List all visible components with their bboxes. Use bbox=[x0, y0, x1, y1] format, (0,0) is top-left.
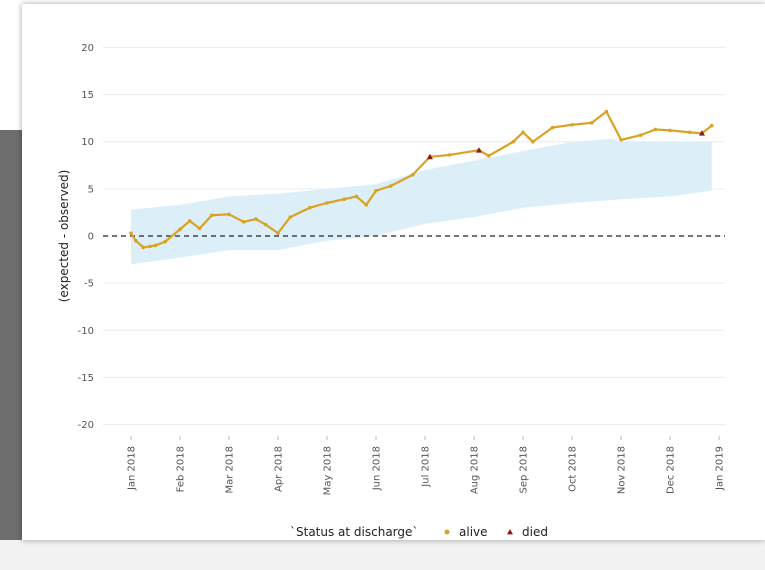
point bbox=[364, 203, 369, 207]
point bbox=[288, 215, 293, 219]
point bbox=[342, 197, 346, 202]
point bbox=[687, 130, 692, 135]
legend-swatch bbox=[507, 529, 513, 535]
y-tick-label: 0 bbox=[88, 232, 94, 243]
x-tick-label: May 2018 bbox=[322, 446, 333, 495]
legend-title: `Status at discharge` bbox=[290, 525, 418, 539]
point bbox=[638, 133, 643, 137]
y-tick-label: 10 bbox=[81, 137, 94, 148]
point bbox=[129, 231, 133, 235]
chart-card: (expected - observed) -20 -15 -10 -5 0 5 10 15 2… bbox=[22, 4, 765, 540]
point bbox=[276, 231, 280, 235]
point bbox=[709, 123, 714, 128]
point bbox=[210, 213, 214, 218]
control-band bbox=[130, 138, 712, 265]
x-tick-label: Jul 2018 bbox=[421, 446, 432, 488]
point bbox=[589, 121, 594, 125]
died-marker bbox=[698, 130, 705, 136]
x-tick-label: Aug 2018 bbox=[470, 446, 481, 494]
point bbox=[570, 122, 574, 127]
died-marker bbox=[475, 147, 482, 153]
legend-swatch bbox=[444, 529, 450, 535]
point bbox=[531, 139, 535, 144]
y-tick-label: 5 bbox=[88, 184, 94, 195]
legend-label: alive bbox=[459, 525, 488, 539]
point bbox=[511, 139, 516, 144]
point bbox=[354, 194, 359, 199]
point bbox=[653, 127, 658, 132]
x-tick-label: Dec 2018 bbox=[666, 446, 677, 494]
point bbox=[325, 201, 329, 205]
y-tick-label: 20 bbox=[81, 43, 94, 54]
point bbox=[374, 188, 378, 193]
point bbox=[254, 217, 258, 221]
x-tick-label: Mar 2018 bbox=[224, 446, 235, 494]
point bbox=[604, 109, 609, 114]
x-tick-label: Oct 2018 bbox=[568, 446, 579, 492]
point bbox=[148, 244, 152, 249]
point bbox=[668, 128, 672, 133]
x-tick-label: Jun 2018 bbox=[372, 446, 383, 491]
x-tick-label: Feb 2018 bbox=[175, 446, 186, 492]
chart: (expected - observed) -20 -15 -10 -5 0 5 10 15 2… bbox=[57, 43, 726, 539]
x-tick-label: Jan 2019 bbox=[715, 446, 726, 491]
point bbox=[486, 154, 491, 158]
point bbox=[178, 227, 182, 232]
point bbox=[521, 130, 525, 135]
point bbox=[388, 184, 393, 188]
footer-strip bbox=[0, 540, 765, 570]
legend-label: died bbox=[522, 525, 548, 539]
point bbox=[410, 172, 415, 177]
x-tick-label: Apr 2018 bbox=[273, 446, 284, 492]
point bbox=[263, 222, 268, 227]
y-tick-label: -5 bbox=[84, 279, 94, 290]
point bbox=[227, 212, 231, 217]
y-tick-label: -15 bbox=[78, 373, 94, 384]
point bbox=[134, 238, 138, 243]
y-axis-label: (expected - observed) bbox=[57, 170, 71, 303]
x-tick-label: Sep 2018 bbox=[519, 446, 530, 493]
died-marker bbox=[426, 153, 433, 160]
point bbox=[447, 153, 452, 157]
point bbox=[163, 239, 168, 244]
y-tick-label: -10 bbox=[78, 326, 94, 337]
background-panel bbox=[0, 130, 22, 570]
point bbox=[197, 226, 202, 231]
y-tick-label: -20 bbox=[78, 420, 94, 431]
x-tick-label: Nov 2018 bbox=[617, 446, 628, 494]
point bbox=[153, 243, 158, 248]
x-tick-label: Jan 2018 bbox=[126, 446, 137, 491]
point bbox=[241, 220, 246, 224]
point bbox=[308, 205, 312, 210]
point bbox=[141, 245, 145, 250]
y-tick-label: 15 bbox=[81, 90, 94, 101]
series-line bbox=[130, 109, 713, 249]
point bbox=[187, 219, 192, 223]
point bbox=[550, 125, 555, 130]
point bbox=[619, 138, 623, 142]
